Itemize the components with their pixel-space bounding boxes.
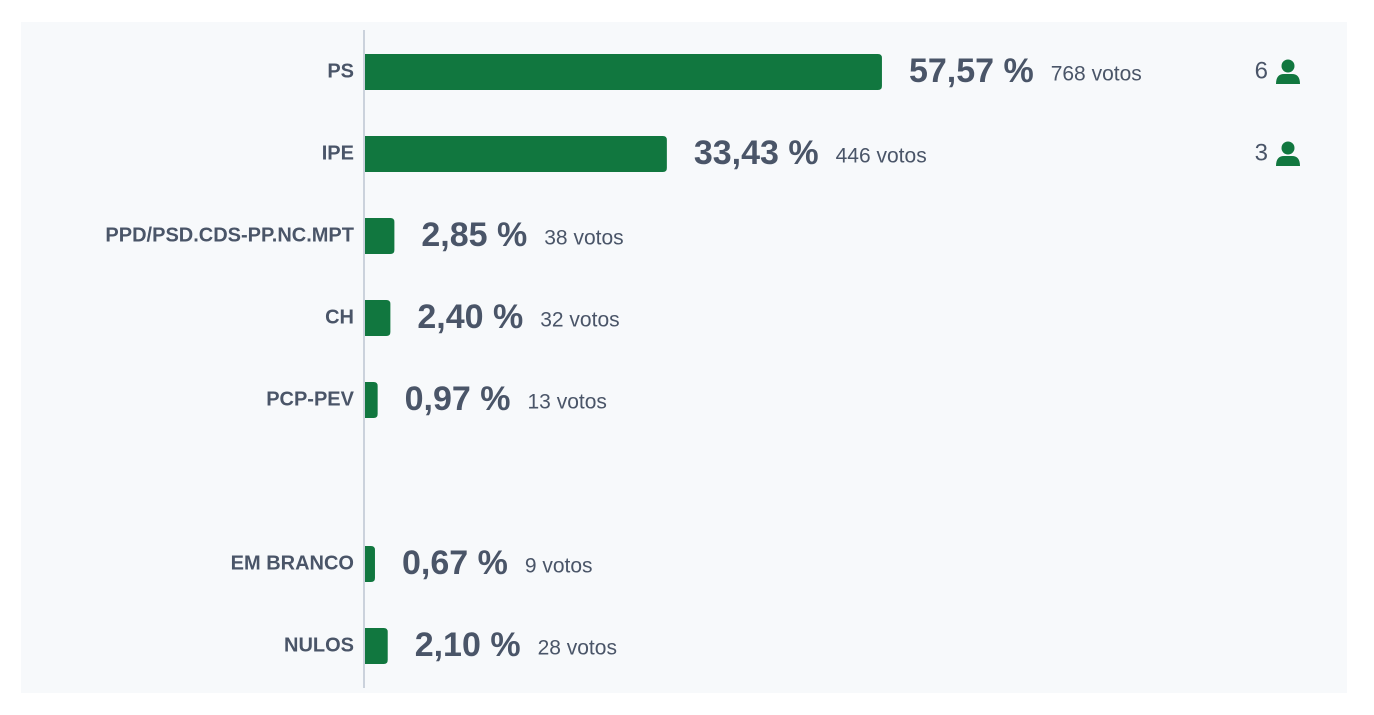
icon-head <box>1281 59 1295 73</box>
bar <box>365 54 882 90</box>
category-label: PS <box>327 60 354 82</box>
vote-label: 28 votos <box>538 637 617 660</box>
seat-count: 6 <box>1255 57 1268 84</box>
value-label: 0,67 % <box>402 544 508 582</box>
icon-body <box>1276 156 1300 166</box>
icon-head <box>1281 141 1295 155</box>
vote-label: 32 votos <box>540 309 619 332</box>
value-label: 57,57 % <box>909 52 1034 90</box>
vote-label: 13 votos <box>528 391 607 414</box>
seat-icon <box>1276 141 1300 166</box>
vote-label: 38 votos <box>544 227 623 250</box>
value-label: 2,40 % <box>417 298 523 336</box>
panel <box>21 22 1347 693</box>
bar <box>365 136 667 172</box>
bar <box>365 300 391 336</box>
bar <box>365 546 375 582</box>
category-label: PCP-PEV <box>266 388 354 410</box>
seat-count: 3 <box>1255 139 1268 166</box>
bar <box>365 628 388 664</box>
category-label: CH <box>325 306 354 328</box>
value-label: 2,10 % <box>415 626 521 664</box>
bar <box>365 218 395 254</box>
vote-label: 768 votos <box>1051 63 1142 86</box>
bar <box>365 382 378 418</box>
category-label: EM BRANCO <box>231 552 354 574</box>
vote-label: 446 votos <box>836 145 927 168</box>
category-label: PPD/PSD.CDS-PP.NC.MPT <box>105 224 354 246</box>
category-label: NULOS <box>284 634 354 656</box>
value-label: 0,97 % <box>405 380 511 418</box>
icon-body <box>1276 74 1300 84</box>
seat-icon <box>1276 59 1300 84</box>
vote-label: 9 votos <box>525 555 593 578</box>
value-label: 2,85 % <box>421 216 527 254</box>
category-label: IPE <box>322 142 354 164</box>
value-label: 33,43 % <box>694 134 819 172</box>
